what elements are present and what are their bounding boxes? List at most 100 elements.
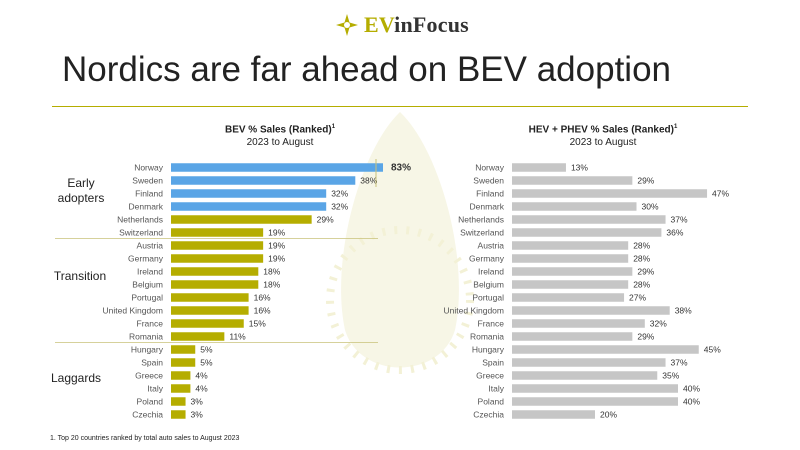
hev-bar (512, 332, 633, 341)
hev-value-label: 29% (637, 332, 654, 342)
hev-chart-subtitle: 2023 to August (569, 137, 637, 149)
hev-value-label: 40% (683, 384, 700, 394)
bev-category-label: Portugal (131, 293, 163, 303)
hev-bar (512, 319, 645, 328)
hev-bar (512, 384, 678, 393)
bev-value-label: 3% (191, 397, 204, 407)
hev-bar (512, 293, 625, 302)
bev-value-label: 32% (331, 189, 348, 199)
hev-bar (512, 358, 666, 367)
group-label-early-adopters: Early adopters (50, 176, 112, 206)
bev-value-label: 38% (360, 176, 377, 186)
bev-bar (171, 345, 196, 354)
bev-value-label: 16% (254, 293, 271, 303)
bev-value-label: 19% (268, 254, 285, 264)
hev-category-label: Ireland (478, 267, 504, 277)
hev-value-label: 36% (666, 228, 683, 238)
bev-category-label: Greece (135, 371, 163, 381)
bev-bar (171, 384, 191, 393)
hev-category-label: Sweden (473, 176, 504, 186)
bev-bar (171, 410, 186, 419)
bev-category-label: Austria (137, 241, 164, 251)
hev-category-label: Italy (488, 384, 504, 394)
bev-chart-title: BEV % Sales (Ranked) (224, 124, 332, 136)
hev-value-label: 28% (633, 280, 650, 290)
bev-bar (171, 215, 312, 224)
hev-bar (512, 202, 637, 211)
hev-value-label: 38% (675, 306, 692, 316)
hev-category-label: Romania (470, 332, 504, 342)
hev-category-label: Netherlands (458, 215, 504, 225)
hev-bar (512, 254, 629, 263)
hev-category-label: Austria (478, 241, 505, 251)
hev-chart-title-sup: 1 (674, 124, 678, 130)
bev-bar (171, 397, 186, 406)
bev-bar (171, 332, 225, 341)
hev-bar (512, 241, 629, 250)
bev-category-label: Hungary (131, 345, 164, 355)
hev-category-label: Germany (469, 254, 505, 264)
bev-category-label: Finland (135, 189, 163, 199)
logo-ev: EV (364, 12, 395, 37)
group-label-early-line1: Early (67, 176, 95, 190)
bev-category-label: Italy (147, 384, 163, 394)
hev-category-label: Hungary (472, 345, 505, 355)
hev-value-label: 37% (671, 358, 688, 368)
bev-chart-subtitle: 2023 to August (246, 137, 314, 149)
hev-category-label: Czechia (473, 410, 504, 420)
bev-value-label: 83% (391, 163, 411, 174)
bev-category-label: Denmark (129, 202, 164, 212)
bev-category-label: Sweden (132, 176, 163, 186)
bev-bar (171, 280, 259, 289)
bev-category-label: Romania (129, 332, 163, 342)
bev-value-label: 19% (268, 228, 285, 238)
hev-category-label: Poland (478, 397, 505, 407)
hev-value-label: 30% (642, 202, 659, 212)
bev-category-label: Netherlands (117, 215, 163, 225)
hev-bar (512, 397, 678, 406)
hev-bar (512, 280, 629, 289)
hev-chart-header: HEV + PHEV % Sales (Ranked)1 2023 to Aug… (503, 121, 703, 149)
logo-infocus: inFocus (394, 12, 469, 37)
hev-chart-title: HEV + PHEV % Sales (Ranked) (528, 124, 674, 136)
hev-value-label: 28% (633, 241, 650, 251)
hev-value-label: 45% (704, 345, 721, 355)
bev-category-label: Czechia (132, 410, 163, 420)
hev-category-label: France (478, 319, 505, 329)
hev-category-label: Belgium (473, 280, 504, 290)
hev-value-label: 40% (683, 397, 700, 407)
group-label-transition: Transition (53, 269, 107, 283)
hev-category-label: Portugal (472, 293, 504, 303)
page-title: Nordics are far ahead on BEV adoption (62, 50, 671, 89)
footnote: 1. Top 20 countries ranked by total auto… (50, 435, 240, 442)
hev-bar (512, 267, 633, 276)
group-label-laggards: Laggards (50, 371, 102, 385)
bev-value-label: 32% (331, 202, 348, 212)
bev-bar (171, 241, 264, 250)
bev-value-label: 4% (195, 384, 208, 394)
hev-value-label: 35% (662, 371, 679, 381)
bev-chart-header: BEV % Sales (Ranked)1 2023 to August (180, 121, 380, 149)
bev-value-label: 29% (317, 215, 334, 225)
hev-value-label: 47% (712, 189, 729, 199)
bev-bar (171, 306, 249, 315)
bev-bar (171, 228, 264, 237)
hev-bar (512, 189, 708, 198)
hev-bar (512, 371, 658, 380)
hev-bar (512, 345, 699, 354)
bev-category-label: United Kingdom (103, 306, 163, 316)
hev-bar (512, 228, 662, 237)
bev-bar (171, 371, 191, 380)
hev-bar (512, 163, 566, 172)
bev-value-label: 4% (195, 371, 208, 381)
bev-value-label: 3% (191, 410, 204, 420)
hev-value-label: 27% (629, 293, 646, 303)
group-label-early-line2: adopters (57, 191, 105, 205)
bev-bar (171, 358, 196, 367)
bev-bar (171, 267, 259, 276)
bev-bar (171, 254, 264, 263)
bev-category-label: Poland (137, 397, 164, 407)
bev-bar (171, 319, 244, 328)
